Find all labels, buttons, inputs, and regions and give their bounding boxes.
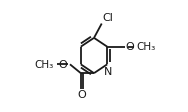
- Text: CH₃: CH₃: [136, 42, 156, 52]
- Text: CH₃: CH₃: [35, 59, 54, 69]
- Text: O: O: [59, 59, 67, 69]
- Text: O: O: [125, 42, 134, 52]
- Text: N: N: [104, 67, 112, 77]
- Text: O: O: [77, 89, 86, 99]
- Text: Cl: Cl: [103, 13, 114, 23]
